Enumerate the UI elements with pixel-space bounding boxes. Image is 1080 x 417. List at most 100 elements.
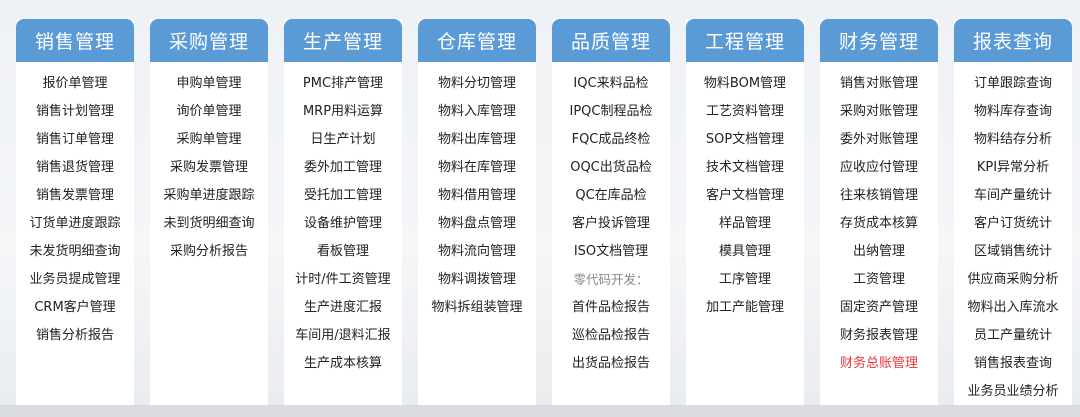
bottom-strip [0,405,1080,417]
module-item[interactable]: 物料BOM管理 [703,76,787,91]
module-item[interactable]: SOP文档管理 [705,132,785,147]
module-item[interactable]: 存货成本核算 [839,216,918,231]
module-item-list: PMC排产管理 MRP用料运算 日生产计划委外加工管理 受托加工管理 设备维护管理 看板管… [284,62,402,378]
module-item[interactable]: MRP用料运算 [302,104,384,119]
module-item[interactable]: 工序管理 [718,272,771,287]
module-item[interactable]: 工艺资料管理 [705,104,784,119]
module-item[interactable]: 销售对账管理 [839,76,918,91]
module-item[interactable]: 客户投诉管理 [571,216,650,231]
module-item[interactable]: 销售报表查询 [973,356,1052,371]
module-item[interactable]: 受托加工管理 [303,188,382,203]
module-header[interactable]: 报表查询 [954,19,1072,62]
module-item[interactable]: 物料结存分析 [973,132,1052,147]
module-item-list: 报价单管理销售计划管理 销售订单管理 销售退货管理 销售发票管理 订货单进度跟踪 未发货明… [16,62,134,350]
module-item[interactable]: 物料出入库流水 [967,300,1059,315]
module-item[interactable]: 未到货明细查询 [163,216,255,231]
module-header[interactable]: 品质管理 [552,19,670,62]
module-item[interactable]: 业务员提成管理 [29,272,121,287]
module-item[interactable]: 应收应付管理 [839,160,918,175]
module-column: 财务管理 销售对账管理 采购对账管理 委外对账管理 应收应付管理 往来核销管理 存货成本核算… [820,19,938,405]
module-item[interactable]: 采购单进度跟踪 [163,188,255,203]
module-item[interactable]: 财务报表管理 [839,328,918,343]
module-item[interactable]: 生产成本核算 [303,356,382,371]
module-item[interactable]: 巡检品检报告 [571,328,650,343]
module-item[interactable]: 订货单进度跟踪 [29,216,121,231]
module-item[interactable]: 委外加工管理 [303,160,382,175]
module-item[interactable]: 工资管理 [852,272,905,287]
module-item[interactable]: IQC来料品检 [573,76,649,91]
module-item[interactable]: 询价单管理 [176,104,242,119]
module-item[interactable]: 物料分切管理 [437,76,516,91]
module-header[interactable]: 财务管理 [820,19,938,62]
section-note: 零代码开发： [573,272,649,287]
module-item[interactable]: 生产进度汇报 [303,300,382,315]
module-item[interactable]: 物料入库管理 [437,104,516,119]
module-item[interactable]: 未发货明细查询 [29,244,121,259]
module-header[interactable]: 采购管理 [150,19,268,62]
module-item[interactable]: 出纳管理 [852,244,905,259]
module-item[interactable]: 订单跟踪查询 [973,76,1052,91]
module-item[interactable]: FQC成品终检 [571,132,651,147]
module-item[interactable]: 物料出库管理 [437,132,516,147]
module-item[interactable]: 物料调拨管理 [437,272,516,287]
module-item[interactable]: 客户订货统计 [973,216,1052,231]
module-item[interactable]: 委外对账管理 [839,132,918,147]
module-item[interactable]: 财务总账管理 [839,356,918,371]
module-item-list: 物料BOM管理 工艺资料管理 SOP文档管理 技术文档管理 客户文档管理 样品管理模具管理… [686,62,804,322]
module-item[interactable]: QC在库品检 [575,188,647,203]
module-item[interactable]: 员工产量统计 [973,328,1052,343]
module-item[interactable]: 客户文档管理 [705,188,784,203]
module-item[interactable]: 采购发票管理 [169,160,248,175]
module-item[interactable]: 固定资产管理 [839,300,918,315]
module-item[interactable]: 物料库存查询 [973,104,1052,119]
module-item[interactable]: 车间用/退料汇报 [295,328,391,343]
module-item[interactable]: 物料流向管理 [437,244,516,259]
module-header[interactable]: 仓库管理 [418,19,536,62]
module-item[interactable]: 日生产计划 [310,132,376,147]
module-item-list: 申购单管理询价单管理采购单管理采购发票管理 采购单进度跟踪 未到货明细查询 采购分析报… [150,62,268,266]
module-column: 仓库管理 物料分切管理 物料入库管理 物料出库管理 物料在库管理 物料借用管理 物料盘点管理… [418,19,536,405]
module-item[interactable]: 物料借用管理 [437,188,516,203]
module-item[interactable]: 看板管理 [316,244,369,259]
module-item-list: 销售对账管理 采购对账管理 委外对账管理 应收应付管理 往来核销管理 存货成本核算 出纳管理… [820,62,938,378]
module-item[interactable]: 销售退货管理 [35,160,114,175]
module-item[interactable]: 首件品检报告 [571,300,650,315]
module-item[interactable]: KPI异常分析 [976,160,1050,175]
module-item[interactable]: 业务员业绩分析 [967,384,1059,399]
module-item[interactable]: IPQC制程品检 [569,104,653,119]
module-item[interactable]: 出货品检报告 [571,356,650,371]
module-item[interactable]: 模具管理 [718,244,771,259]
module-item[interactable]: CRM客户管理 [34,300,116,315]
module-item[interactable]: 申购单管理 [176,76,242,91]
module-column: 品质管理 IQC来料品检 IPQC制程品检 FQC成品终检 OQC出货品检 QC在库品检客… [552,19,670,405]
module-item[interactable]: 技术文档管理 [705,160,784,175]
module-item[interactable]: PMC排产管理 [302,76,384,91]
module-item[interactable]: 销售订单管理 [35,132,114,147]
module-item[interactable]: 加工产能管理 [705,300,784,315]
module-item[interactable]: 报价单管理 [42,76,108,91]
module-item[interactable]: 采购对账管理 [839,104,918,119]
module-item[interactable]: 车间产量统计 [973,188,1052,203]
module-item[interactable]: 采购单管理 [176,132,242,147]
module-item[interactable]: 物料拆组装管理 [431,300,523,315]
module-header[interactable]: 生产管理 [284,19,402,62]
module-item[interactable]: 物料盘点管理 [437,216,516,231]
module-header[interactable]: 工程管理 [686,19,804,62]
module-item[interactable]: 往来核销管理 [839,188,918,203]
module-item[interactable]: 计时/件工资管理 [295,272,391,287]
module-item[interactable]: 采购分析报告 [169,244,248,259]
module-item[interactable]: 物料在库管理 [437,160,516,175]
module-item[interactable]: 供应商采购分析 [967,272,1059,287]
module-item[interactable]: 样品管理 [718,216,771,231]
module-item[interactable]: OQC出货品检 [570,160,652,175]
module-item[interactable]: 销售发票管理 [35,188,114,203]
module-column: 报表查询订单跟踪查询 物料库存查询 物料结存分析 KPI异常分析 车间产量统计 客户订货统… [954,19,1072,405]
module-item[interactable]: 区域销售统计 [973,244,1052,259]
module-item-list: 物料分切管理 物料入库管理 物料出库管理 物料在库管理 物料借用管理 物料盘点管理 物料流向… [418,62,536,322]
module-item[interactable]: 销售计划管理 [35,104,114,119]
module-item[interactable]: 销售分析报告 [35,328,114,343]
module-item[interactable]: ISO文档管理 [573,244,649,259]
module-header[interactable]: 销售管理 [16,19,134,62]
module-column: 采购管理申购单管理询价单管理采购单管理采购发票管理 采购单进度跟踪 未到货明细查询采… [150,19,268,405]
module-item[interactable]: 设备维护管理 [303,216,382,231]
